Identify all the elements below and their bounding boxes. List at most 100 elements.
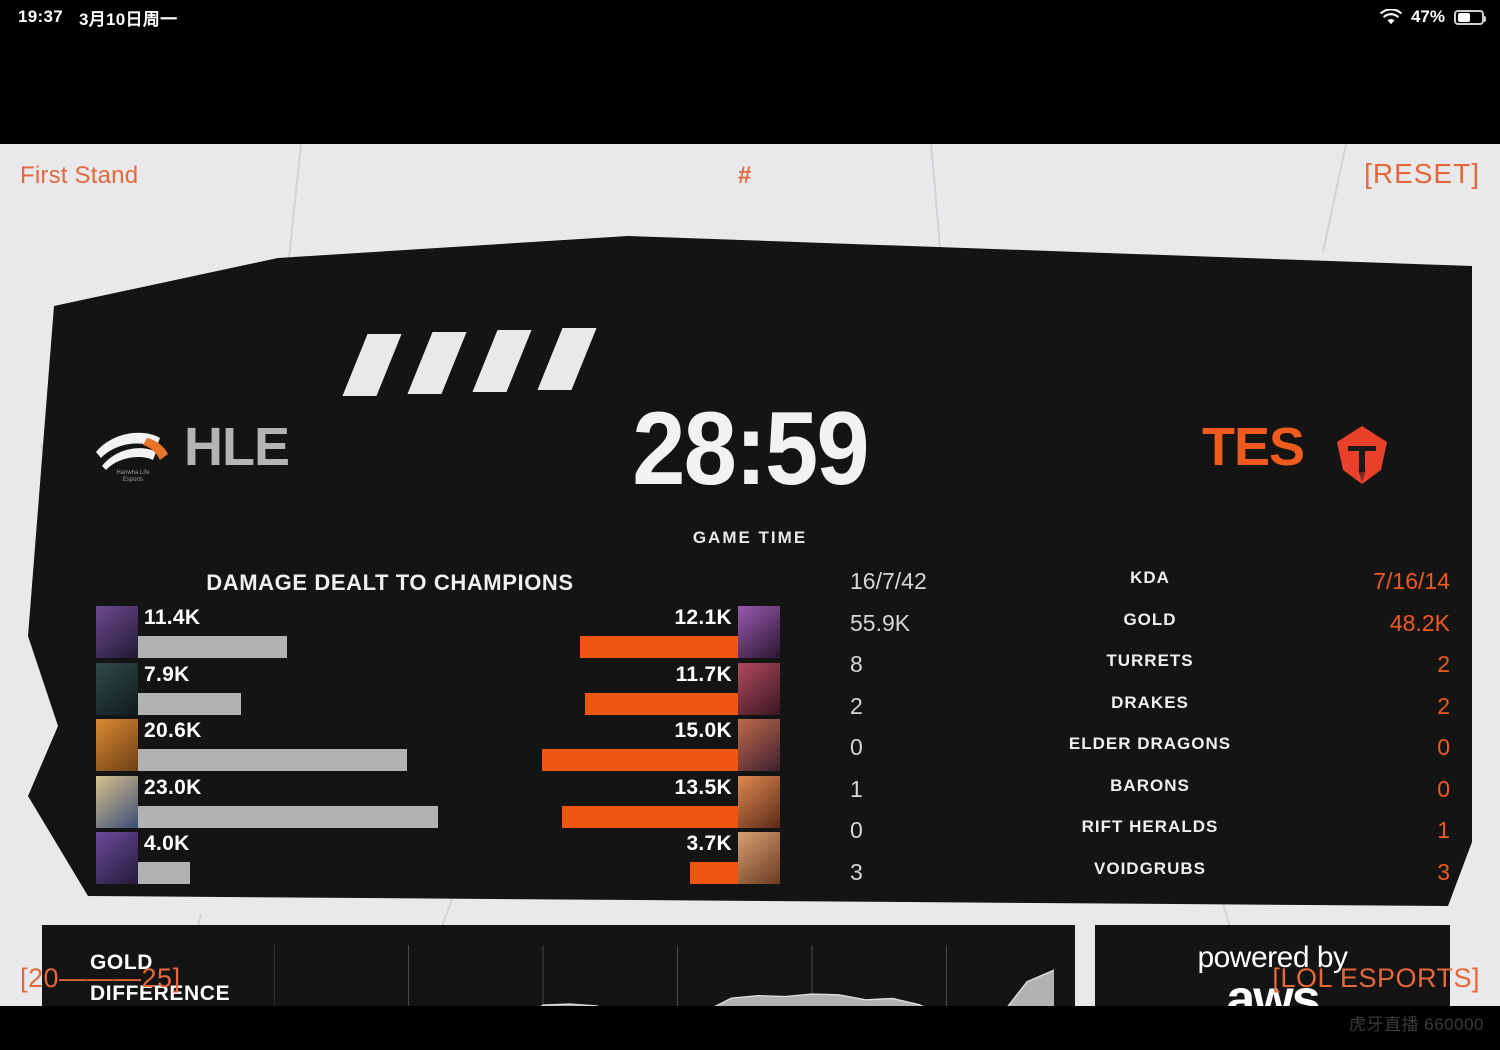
battery-icon bbox=[1454, 9, 1486, 25]
broadcast-overlay: First Stand # [RESET] Hanwha Life Esport… bbox=[0, 144, 1500, 1006]
damage-bar-red bbox=[561, 805, 738, 828]
damage-value-blue: 4.0K bbox=[144, 832, 190, 855]
stats-row: 16/7/42 KDA 7/16/14 bbox=[850, 568, 1450, 609]
damage-value-red: 11.7K bbox=[675, 662, 732, 686]
status-bar-time: 19:37 bbox=[18, 7, 63, 26]
stat-label: KDA bbox=[1130, 568, 1170, 587]
event-title: First Stand bbox=[20, 162, 139, 189]
stat-value-blue: 1 bbox=[850, 775, 863, 802]
red-team-abbr: TES bbox=[1201, 417, 1305, 477]
damage-row-blue: 11.4K bbox=[96, 606, 456, 664]
stats-row: 0 RIFT HERALDS 1 bbox=[850, 817, 1450, 858]
svg-text:Esports: Esports bbox=[123, 477, 143, 483]
stats-row: 3 VOIDGRUBS 3 bbox=[850, 859, 1450, 900]
damage-row-blue: 4.0K bbox=[96, 832, 456, 890]
stats-row: 1 BARONS 0 bbox=[850, 776, 1450, 817]
damage-bar-red bbox=[580, 636, 738, 658]
champion-portrait-malzahar bbox=[96, 832, 138, 884]
champion-portrait-pyke bbox=[96, 606, 138, 658]
damage-value-blue: 11.4K bbox=[144, 606, 201, 629]
damage-value-red: 12.1K bbox=[674, 606, 732, 629]
champion-portrait-lux bbox=[738, 832, 780, 884]
damage-value-blue: 7.9K bbox=[144, 662, 190, 686]
damage-bar-blue bbox=[138, 636, 287, 658]
stats-row: 55.9K GOLD 48.2K bbox=[850, 610, 1450, 651]
stat-value-blue: 2 bbox=[850, 692, 863, 719]
damage-bar-blue bbox=[138, 805, 438, 828]
blue-team-abbr: HLE bbox=[184, 417, 290, 477]
wifi-icon bbox=[1380, 8, 1402, 24]
damage-value-blue: 23.0K bbox=[144, 775, 202, 799]
champion-portrait-ahri bbox=[738, 719, 780, 771]
reset-button[interactable]: [RESET] bbox=[1364, 158, 1480, 189]
stat-value-blue: 3 bbox=[850, 858, 863, 885]
champion-portrait-rakan bbox=[738, 606, 780, 658]
champion-portrait-gnar bbox=[96, 719, 138, 771]
crack-line bbox=[930, 144, 943, 264]
damage-value-red: 3.7K bbox=[686, 832, 732, 855]
battery-percent-label: 47% bbox=[1410, 7, 1445, 26]
stats-row: 8 TURRETS 2 bbox=[850, 651, 1450, 692]
damage-bar-red bbox=[689, 862, 738, 884]
bottom-black-bar bbox=[0, 1006, 1500, 1050]
status-bar: 19:37 3月10日周一 47% bbox=[0, 0, 1500, 34]
damage-value-blue: 20.6K bbox=[144, 719, 202, 742]
gold-chart-title: GOLD DIFFERENCE OVER TIME bbox=[90, 947, 230, 1006]
stat-label: BARONS bbox=[1110, 775, 1190, 795]
sponsor-powered-by: powered by bbox=[1197, 941, 1348, 974]
stats-row: 0 ELDER DRAGONS 0 bbox=[850, 734, 1450, 775]
stat-label: ELDER DRAGONS bbox=[1068, 734, 1232, 753]
stat-value-blue: 55.9K bbox=[850, 609, 911, 636]
champion-portrait-miss-fortune bbox=[738, 775, 780, 828]
stat-label: RIFT HERALDS bbox=[1081, 817, 1219, 836]
hash-label: # bbox=[738, 162, 752, 189]
champion-portrait-ezreal bbox=[96, 775, 138, 828]
gold-difference-panel: GOLD DIFFERENCE OVER TIME 01020 bbox=[42, 925, 1075, 1006]
damage-row-red: 11.7K bbox=[380, 662, 780, 721]
status-bar-date: 3月10日周一 bbox=[78, 9, 178, 29]
stat-label: TURRETS bbox=[1106, 651, 1194, 670]
stats-row: 2 DRAKES 2 bbox=[850, 693, 1450, 734]
damage-row-red: 13.5K bbox=[380, 775, 780, 834]
damage-row-red: 15.0K bbox=[380, 719, 780, 777]
gold-difference-chart: 01020 bbox=[273, 939, 1054, 1006]
stat-value-red: 7/16/14 bbox=[1373, 568, 1450, 594]
damage-value-red: 13.5K bbox=[674, 775, 732, 799]
champion-portrait-vi bbox=[738, 662, 780, 715]
sponsor-panel: powered by aws bbox=[1095, 925, 1450, 1006]
stat-value-blue: 0 bbox=[850, 817, 863, 843]
damage-bar-blue bbox=[138, 862, 191, 884]
hanwha-life-esports-logo: Hanwha Life Esports bbox=[92, 422, 174, 484]
gold-title-line2: DIFFERENCE bbox=[90, 982, 231, 1005]
stat-value-red: 1 bbox=[1437, 817, 1450, 843]
damage-bar-blue bbox=[138, 749, 407, 771]
stat-value-blue: 16/7/42 bbox=[850, 568, 927, 594]
damage-row-blue: 7.9K bbox=[96, 662, 456, 721]
damage-bar-red bbox=[585, 692, 738, 715]
damage-bar-blue bbox=[138, 692, 242, 715]
crack-line bbox=[1322, 144, 1347, 253]
stream-watermark: 虎牙直播 660000 bbox=[1349, 1015, 1484, 1034]
damage-row-red: 12.1K bbox=[380, 606, 780, 664]
stat-value-red: 2 bbox=[1437, 651, 1450, 677]
year-range-label: [20———25] bbox=[20, 963, 181, 993]
gold-title-line1: GOLD bbox=[90, 951, 154, 974]
damage-row-blue: 23.0K bbox=[96, 775, 456, 834]
stat-label: VOIDGRUBS bbox=[1094, 858, 1206, 878]
stat-value-red: 2 bbox=[1437, 692, 1450, 719]
top-esports-logo bbox=[1334, 424, 1390, 486]
damage-row-red: 3.7K bbox=[380, 832, 780, 890]
damage-section-title: DAMAGE DEALT TO CHAMPIONS bbox=[206, 570, 574, 595]
damage-bar-red bbox=[542, 749, 738, 771]
stat-value-red: 0 bbox=[1437, 734, 1450, 760]
aws-logo: aws bbox=[1226, 970, 1320, 1006]
game-clock-label: GAME TIME bbox=[692, 528, 808, 547]
stat-value-red: 3 bbox=[1437, 858, 1450, 885]
damage-value-red: 15.0K bbox=[674, 719, 732, 742]
stat-label: GOLD bbox=[1123, 609, 1177, 629]
stat-label: DRAKES bbox=[1111, 692, 1189, 712]
stat-value-blue: 0 bbox=[850, 734, 863, 760]
stat-value-red: 0 bbox=[1437, 775, 1450, 802]
stat-value-red: 48.2K bbox=[1389, 609, 1450, 636]
lol-esports-label: [LOL ESPORTS] bbox=[1272, 963, 1480, 993]
